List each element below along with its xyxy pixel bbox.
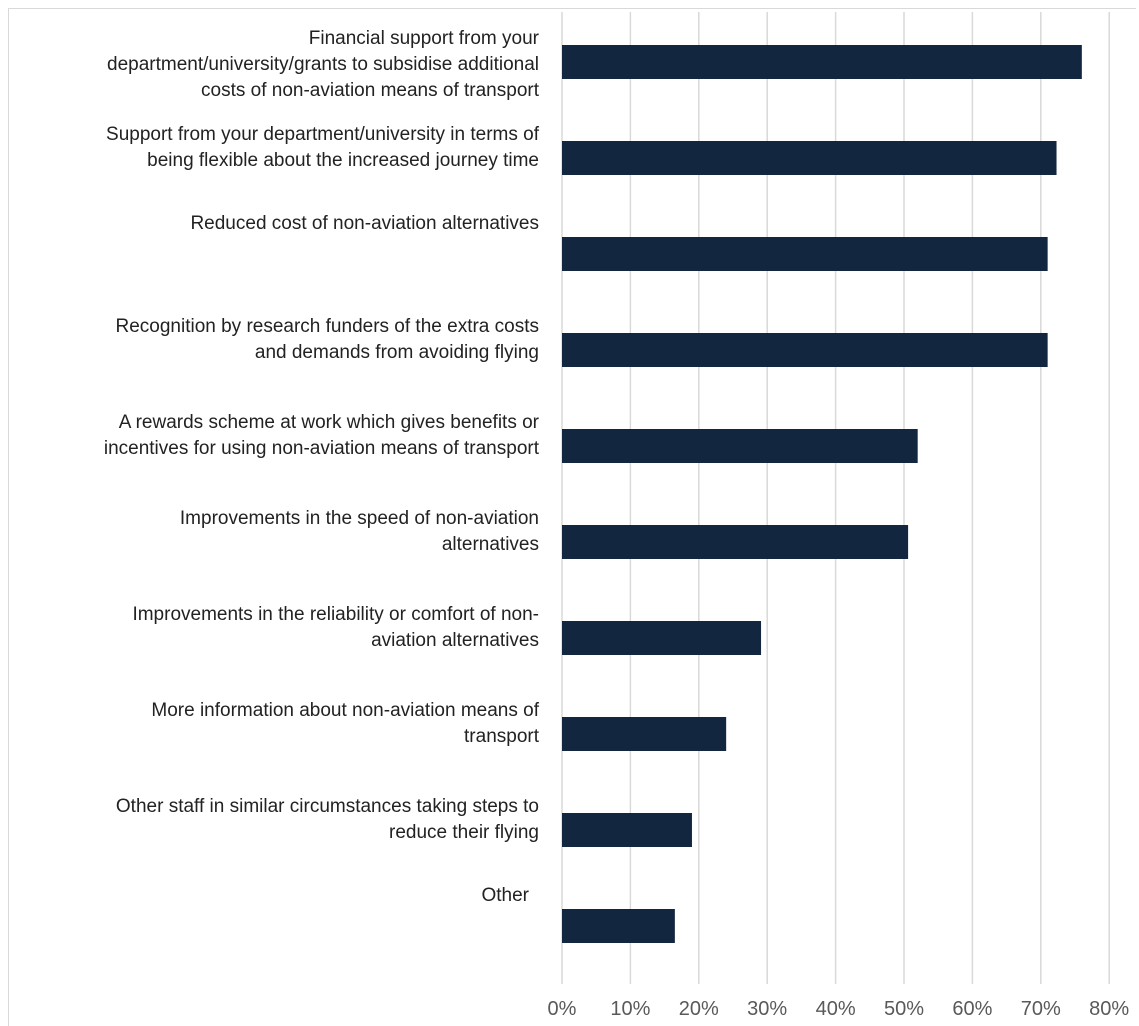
- x-tick-label: 70%: [1020, 998, 1061, 1020]
- category-label: Reduced cost of non-aviation alternative…: [190, 213, 539, 234]
- category-label: Other staff in similar circumstances tak…: [115, 796, 539, 843]
- category-label: Improvements in the reliability or comfo…: [132, 604, 539, 651]
- bar: [562, 429, 918, 463]
- bar: [562, 813, 692, 847]
- bar: [562, 45, 1082, 79]
- x-tick-label: 40%: [815, 998, 856, 1020]
- category-label: Financial support from your department/u…: [107, 28, 539, 101]
- bar: [562, 909, 675, 943]
- x-tick-label: 30%: [747, 998, 788, 1020]
- x-tick-label: 0%: [547, 998, 577, 1020]
- x-tick-label: 20%: [678, 998, 719, 1020]
- bar: [562, 717, 727, 751]
- x-tick-label: 10%: [610, 998, 651, 1020]
- category-label: Recognition by research funders of the e…: [115, 316, 539, 363]
- bar: [562, 525, 909, 559]
- x-tick-label: 80%: [1089, 998, 1130, 1020]
- chart-frame: [8, 8, 1136, 1026]
- bars: [562, 45, 1082, 943]
- category-label: More information about non-aviation mean…: [151, 700, 539, 747]
- bar: [562, 237, 1048, 271]
- gridlines: [561, 12, 1110, 984]
- category-label: Improvements in the speed of non-aviatio…: [179, 508, 539, 555]
- x-tick-label: 60%: [952, 998, 993, 1020]
- bar: [562, 621, 762, 655]
- category-label: A rewards scheme at work which gives ben…: [103, 412, 539, 459]
- x-tick-label: 50%: [883, 998, 925, 1020]
- bar: [562, 141, 1057, 175]
- bar: [562, 333, 1048, 367]
- category-label: Support from your department/university …: [106, 124, 539, 171]
- category-label: Other: [481, 885, 529, 906]
